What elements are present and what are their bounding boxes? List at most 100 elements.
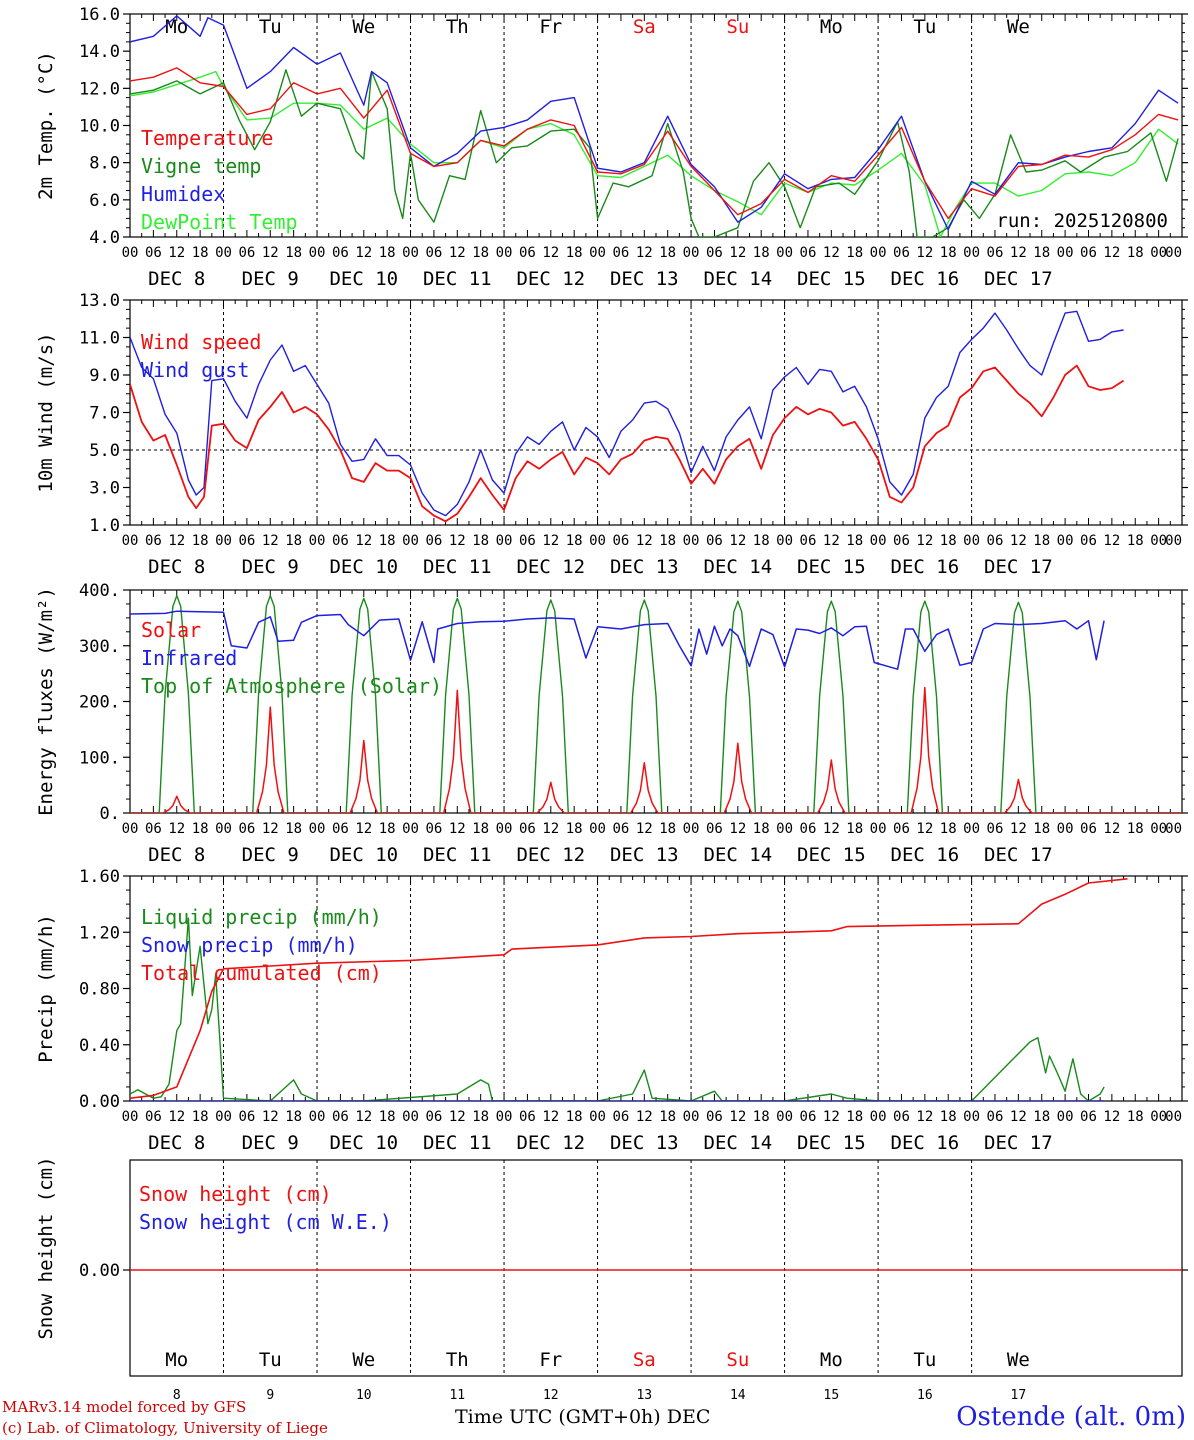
date-label: DEC 10 [329,268,398,290]
hour-tick-label: 12 [636,533,653,549]
hour-tick-label: 12 [355,1109,372,1125]
hour-tick-label: 12 [449,1109,466,1125]
legend-vigne-temp: Vigne temp [141,154,261,178]
hour-tick-label: 12 [262,533,279,549]
day-name: We [1007,16,1030,38]
hour-tick-label: 12 [355,821,372,837]
hour-tick-label: 06 [613,821,630,837]
hour-tick-label: 06 [613,1109,630,1125]
day-name: Th [446,16,469,38]
y-tick-label: 200. [79,693,120,713]
hour-tick-label: 06 [613,245,630,261]
hour-tick-label: 18 [472,533,489,549]
date-label: DEC 16 [891,1132,960,1154]
hour-tick-label: 00 [1150,821,1167,837]
date-label: DEC 9 [242,268,299,290]
hour-tick-label: 00 [1057,1109,1074,1125]
legend-total-cumulated-cm: Total cumulated (cm) [141,961,382,985]
y-tick-label: 6.0 [89,191,120,211]
hour-tick-label: 00 [1165,821,1182,837]
y-tick-label: 1.60 [79,867,120,887]
y-axis-label: 2m Temp. (°C) [35,51,57,200]
hour-tick-label: 18 [285,245,302,261]
hour-tick-label: 00 [589,821,606,837]
hour-tick-label: 12 [1010,1109,1027,1125]
day-number: 8 [173,1388,181,1403]
day-number: 17 [1011,1388,1027,1403]
y-tick-label: 0.40 [79,1036,120,1056]
day-name: We [1007,1349,1030,1371]
hour-tick-label: 00 [589,1109,606,1125]
day-name: Th [446,1349,469,1371]
hour-tick-label: 06 [987,821,1004,837]
hour-tick-label: 18 [753,533,770,549]
hour-tick-label: 12 [449,533,466,549]
series-group [130,310,1125,523]
date-label: DEC 10 [329,556,398,578]
hour-tick-label: 12 [916,1109,933,1125]
date-label: DEC 17 [984,844,1053,866]
hour-tick-label: 06 [425,821,442,837]
hour-tick-label: 06 [425,1109,442,1125]
series-line [130,686,1182,813]
y-tick-label: 14.0 [79,42,120,62]
legend-dewpoint-temp: DewPoint Temp [141,210,298,234]
hour-tick-label: 06 [238,821,255,837]
date-label: DEC 12 [516,268,585,290]
day-number: 9 [266,1388,274,1403]
hour-tick-label: 06 [987,1109,1004,1125]
hour-tick-label: 00 [870,533,887,549]
hour-tick-label: 18 [659,533,676,549]
hour-tick-label: 12 [542,1109,559,1125]
panel-5: 0.00 Snow height (cm) Mo Tu We Th Fr Sa Su Mo Tu We… [35,1156,1188,1403]
hour-tick-label: 00 [683,245,700,261]
hour-tick-label: 06 [893,1109,910,1125]
hour-tick-label: 00 [776,533,793,549]
hour-tick-label: 12 [355,533,372,549]
hour-tick-label: 06 [145,821,162,837]
hour-tick-label: 00 [122,1109,139,1125]
day-name: Fr [539,1349,562,1371]
day-number: 10 [356,1388,372,1403]
hour-tick-label: 12 [168,533,185,549]
series-line [130,310,1124,517]
day-number: 13 [636,1388,652,1403]
date-label: DEC 14 [704,268,773,290]
date-label: DEC 8 [148,1132,205,1154]
hour-tick-label: 18 [753,1109,770,1125]
hour-tick-label: 12 [823,821,840,837]
hour-tick-label: 12 [823,1109,840,1125]
hour-tick-label: 18 [472,245,489,261]
hour-tick-label: 00 [215,1109,232,1125]
hour-tick-label: 18 [379,821,396,837]
hour-tick-label: 12 [823,245,840,261]
hour-tick-label: 12 [729,1109,746,1125]
hour-tick-label: 18 [472,1109,489,1125]
series-line [130,69,1179,237]
y-tick-label: 4.0 [89,228,120,248]
hour-tick-label: 18 [940,533,957,549]
hour-tick-label: 06 [800,1109,817,1125]
hour-tick-label: 06 [613,533,630,549]
hour-tick-label: 06 [1080,533,1097,549]
hour-tick-label: 18 [846,1109,863,1125]
hour-tick-label: 06 [893,533,910,549]
hour-tick-label: 12 [729,533,746,549]
date-label: DEC 15 [797,844,866,866]
day-name: We [352,1349,375,1371]
hour-tick-label: 06 [238,245,255,261]
hour-tick-label: 12 [262,821,279,837]
hour-tick-label: 06 [800,245,817,261]
legend-liquid-precip-mm-h: Liquid precip (mm/h) [141,905,382,929]
day-number: 11 [449,1388,465,1403]
hour-tick-label: 12 [916,821,933,837]
date-label: DEC 14 [704,1132,773,1154]
date-label: DEC 12 [516,556,585,578]
date-label: DEC 10 [329,1132,398,1154]
hour-tick-label: 12 [449,821,466,837]
hour-tick-label: 12 [262,245,279,261]
hour-tick-label: 00 [122,245,139,261]
hour-tick-label: 00 [215,245,232,261]
hour-tick-label: 18 [566,821,583,837]
series-group [130,594,1182,813]
